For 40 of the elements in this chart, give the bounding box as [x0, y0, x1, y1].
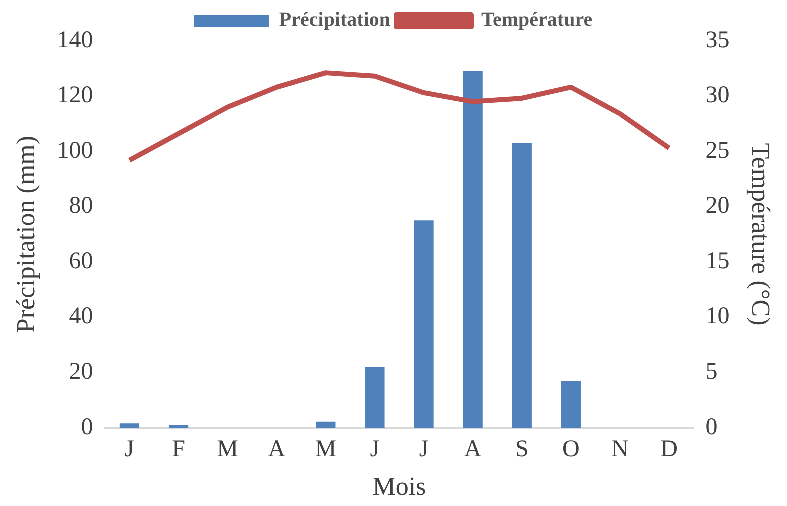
- y-tick-label: 20: [69, 359, 94, 386]
- x-tick-label: M: [315, 436, 337, 463]
- bar: [561, 381, 581, 428]
- bar: [463, 71, 483, 428]
- x-tick-label: A: [268, 436, 286, 463]
- y-tick-label: 140: [57, 27, 94, 54]
- y2-tick-label: 25: [706, 138, 730, 164]
- y2-axis-title: Température (°C): [746, 143, 776, 326]
- y2-tick-label: 20: [706, 193, 730, 220]
- y2-tick-label: 10: [706, 304, 730, 330]
- bar: [365, 367, 385, 428]
- x-tick-label: N: [612, 436, 629, 463]
- bar: [120, 424, 140, 428]
- x-tick-label: M: [217, 436, 238, 463]
- y-axis-title: Précipitation (mm): [11, 136, 40, 334]
- x-tick-label: D: [660, 436, 678, 463]
- y2-tick-label: 15: [706, 248, 730, 274]
- x-tick-label: A: [464, 436, 482, 463]
- legend-label: Température: [481, 9, 593, 32]
- x-tick-label: J: [125, 436, 134, 463]
- x-tick-label: J: [419, 436, 429, 463]
- y2-tick-label: 30: [706, 82, 730, 109]
- y-tick-label: 0: [81, 414, 94, 440]
- legend-label: Précipitation: [279, 9, 391, 32]
- x-axis-title: Mois: [372, 472, 426, 502]
- x-tick-label: O: [562, 436, 580, 463]
- y2-tick-label: 0: [706, 414, 718, 440]
- y-tick-label: 120: [57, 82, 94, 109]
- x-tick-label: J: [370, 436, 380, 463]
- y2-tick-label: 35: [706, 27, 730, 54]
- bar: [316, 422, 336, 428]
- y-tick-label: 40: [69, 304, 94, 330]
- x-tick-label: F: [172, 436, 186, 463]
- y2-tick-label: 5: [706, 359, 718, 386]
- bar: [414, 220, 434, 428]
- y-tick-label: 100: [57, 138, 94, 164]
- x-tick-label: S: [515, 436, 529, 463]
- y-tick-label: 60: [69, 248, 94, 274]
- bar: [512, 143, 532, 428]
- y-tick-label: 80: [69, 193, 94, 220]
